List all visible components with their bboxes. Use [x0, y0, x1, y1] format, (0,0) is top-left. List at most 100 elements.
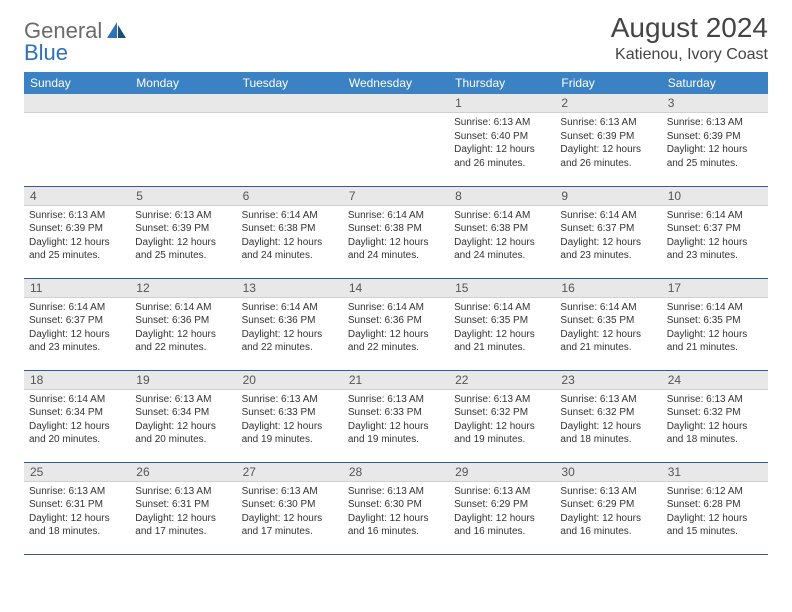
day-content: Sunrise: 6:14 AMSunset: 6:38 PMDaylight:…	[237, 206, 343, 266]
daylight: Daylight: 12 hours and 25 minutes.	[135, 236, 231, 263]
daylight: Daylight: 12 hours and 26 minutes.	[454, 143, 550, 170]
calendar-day-cell	[24, 94, 130, 186]
sunset: Sunset: 6:37 PM	[29, 314, 125, 328]
daylight: Daylight: 12 hours and 22 minutes.	[242, 328, 338, 355]
sunrise: Sunrise: 6:14 AM	[667, 209, 763, 223]
daylight: Daylight: 12 hours and 20 minutes.	[29, 420, 125, 447]
day-content: Sunrise: 6:14 AMSunset: 6:36 PMDaylight:…	[237, 298, 343, 358]
sunrise: Sunrise: 6:13 AM	[29, 209, 125, 223]
day-number: 6	[237, 187, 343, 206]
daylight: Daylight: 12 hours and 23 minutes.	[29, 328, 125, 355]
day-number	[24, 94, 130, 113]
day-number: 17	[662, 279, 768, 298]
day-content: Sunrise: 6:14 AMSunset: 6:36 PMDaylight:…	[343, 298, 449, 358]
sail-icon	[107, 22, 127, 41]
calendar-day-cell: 18Sunrise: 6:14 AMSunset: 6:34 PMDayligh…	[24, 370, 130, 462]
day-number	[343, 94, 449, 113]
day-number: 11	[24, 279, 130, 298]
sunrise: Sunrise: 6:12 AM	[667, 485, 763, 499]
weekday-header: Saturday	[662, 72, 768, 94]
sunset: Sunset: 6:30 PM	[348, 498, 444, 512]
sunrise: Sunrise: 6:14 AM	[454, 209, 550, 223]
header: General Blue August 2024 Katienou, Ivory…	[24, 12, 768, 64]
daylight: Daylight: 12 hours and 22 minutes.	[348, 328, 444, 355]
sunrise: Sunrise: 6:14 AM	[135, 301, 231, 315]
sunrise: Sunrise: 6:13 AM	[348, 485, 444, 499]
sunrise: Sunrise: 6:13 AM	[242, 393, 338, 407]
sunset: Sunset: 6:34 PM	[29, 406, 125, 420]
daylight: Daylight: 12 hours and 25 minutes.	[29, 236, 125, 263]
sunset: Sunset: 6:35 PM	[667, 314, 763, 328]
daylight: Daylight: 12 hours and 24 minutes.	[348, 236, 444, 263]
day-content: Sunrise: 6:14 AMSunset: 6:35 PMDaylight:…	[662, 298, 768, 358]
daylight: Daylight: 12 hours and 16 minutes.	[560, 512, 656, 539]
sunrise: Sunrise: 6:13 AM	[454, 116, 550, 130]
calendar-day-cell	[130, 94, 236, 186]
day-number	[130, 94, 236, 113]
calendar-week-row: 1Sunrise: 6:13 AMSunset: 6:40 PMDaylight…	[24, 94, 768, 186]
daylight: Daylight: 12 hours and 18 minutes.	[560, 420, 656, 447]
day-number: 8	[449, 187, 555, 206]
day-content: Sunrise: 6:14 AMSunset: 6:35 PMDaylight:…	[555, 298, 661, 358]
calendar-day-cell: 9Sunrise: 6:14 AMSunset: 6:37 PMDaylight…	[555, 186, 661, 278]
daylight: Daylight: 12 hours and 19 minutes.	[454, 420, 550, 447]
sunset: Sunset: 6:35 PM	[454, 314, 550, 328]
daylight: Daylight: 12 hours and 26 minutes.	[560, 143, 656, 170]
weekday-header: Wednesday	[343, 72, 449, 94]
day-content: Sunrise: 6:14 AMSunset: 6:37 PMDaylight:…	[24, 298, 130, 358]
calendar-day-cell	[343, 94, 449, 186]
day-number: 4	[24, 187, 130, 206]
day-number: 22	[449, 371, 555, 390]
daylight: Daylight: 12 hours and 18 minutes.	[667, 420, 763, 447]
sunrise: Sunrise: 6:14 AM	[348, 301, 444, 315]
day-content: Sunrise: 6:13 AMSunset: 6:33 PMDaylight:…	[237, 390, 343, 450]
day-content: Sunrise: 6:13 AMSunset: 6:40 PMDaylight:…	[449, 113, 555, 173]
sunrise: Sunrise: 6:14 AM	[242, 209, 338, 223]
weekday-header: Monday	[130, 72, 236, 94]
daylight: Daylight: 12 hours and 24 minutes.	[242, 236, 338, 263]
day-content: Sunrise: 6:13 AMSunset: 6:32 PMDaylight:…	[555, 390, 661, 450]
location: Katienou, Ivory Coast	[611, 46, 768, 64]
sunrise: Sunrise: 6:13 AM	[135, 485, 231, 499]
calendar-day-cell: 1Sunrise: 6:13 AMSunset: 6:40 PMDaylight…	[449, 94, 555, 186]
day-number: 3	[662, 94, 768, 113]
calendar-day-cell: 2Sunrise: 6:13 AMSunset: 6:39 PMDaylight…	[555, 94, 661, 186]
daylight: Daylight: 12 hours and 17 minutes.	[135, 512, 231, 539]
sunrise: Sunrise: 6:14 AM	[667, 301, 763, 315]
sunset: Sunset: 6:37 PM	[560, 222, 656, 236]
sunrise: Sunrise: 6:14 AM	[560, 301, 656, 315]
sunrise: Sunrise: 6:13 AM	[348, 393, 444, 407]
sunset: Sunset: 6:30 PM	[242, 498, 338, 512]
sunset: Sunset: 6:38 PM	[454, 222, 550, 236]
daylight: Daylight: 12 hours and 16 minutes.	[454, 512, 550, 539]
day-content: Sunrise: 6:13 AMSunset: 6:34 PMDaylight:…	[130, 390, 236, 450]
day-content: Sunrise: 6:13 AMSunset: 6:39 PMDaylight:…	[130, 206, 236, 266]
daylight: Daylight: 12 hours and 21 minutes.	[454, 328, 550, 355]
calendar-day-cell: 6Sunrise: 6:14 AMSunset: 6:38 PMDaylight…	[237, 186, 343, 278]
day-number: 24	[662, 371, 768, 390]
calendar-day-cell: 26Sunrise: 6:13 AMSunset: 6:31 PMDayligh…	[130, 462, 236, 554]
day-content: Sunrise: 6:13 AMSunset: 6:39 PMDaylight:…	[24, 206, 130, 266]
calendar-day-cell: 31Sunrise: 6:12 AMSunset: 6:28 PMDayligh…	[662, 462, 768, 554]
page-title: August 2024	[611, 12, 768, 44]
calendar-day-cell: 5Sunrise: 6:13 AMSunset: 6:39 PMDaylight…	[130, 186, 236, 278]
day-number: 26	[130, 463, 236, 482]
daylight: Daylight: 12 hours and 23 minutes.	[667, 236, 763, 263]
weekday-header: Thursday	[449, 72, 555, 94]
day-number: 7	[343, 187, 449, 206]
daylight: Daylight: 12 hours and 25 minutes.	[667, 143, 763, 170]
day-number: 1	[449, 94, 555, 113]
day-number: 18	[24, 371, 130, 390]
calendar-day-cell: 8Sunrise: 6:14 AMSunset: 6:38 PMDaylight…	[449, 186, 555, 278]
sunrise: Sunrise: 6:13 AM	[242, 485, 338, 499]
calendar-day-cell: 25Sunrise: 6:13 AMSunset: 6:31 PMDayligh…	[24, 462, 130, 554]
calendar-day-cell: 24Sunrise: 6:13 AMSunset: 6:32 PMDayligh…	[662, 370, 768, 462]
day-number: 16	[555, 279, 661, 298]
day-content: Sunrise: 6:14 AMSunset: 6:35 PMDaylight:…	[449, 298, 555, 358]
sunset: Sunset: 6:32 PM	[667, 406, 763, 420]
sunset: Sunset: 6:33 PM	[348, 406, 444, 420]
day-content: Sunrise: 6:13 AMSunset: 6:32 PMDaylight:…	[449, 390, 555, 450]
day-content: Sunrise: 6:13 AMSunset: 6:39 PMDaylight:…	[555, 113, 661, 173]
calendar-day-cell: 14Sunrise: 6:14 AMSunset: 6:36 PMDayligh…	[343, 278, 449, 370]
sunset: Sunset: 6:32 PM	[454, 406, 550, 420]
